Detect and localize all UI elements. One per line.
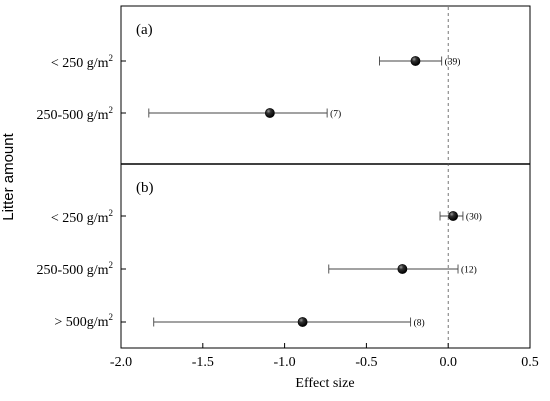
panel-a-label: (a) [136, 22, 153, 38]
x-tick-label: -2.0 [110, 355, 132, 370]
x-axis: -2.0 -1.5 -1.0 -0.5 0.0 0.5 [110, 343, 539, 370]
panel-b-label: (b) [136, 180, 154, 196]
data-row: (39) [379, 56, 461, 68]
x-tick-label: -1.0 [274, 355, 296, 370]
data-row: (12) [328, 264, 477, 276]
mean-point [264, 108, 275, 118]
y-label-b-1: 250-500 g/m2 [37, 260, 113, 278]
sample-size-label: (30) [466, 212, 482, 223]
y-label-a-1: 250-500 g/m2 [37, 105, 113, 123]
x-tick-label: 0.5 [521, 355, 539, 370]
panel-a-frame [120, 5, 531, 165]
mean-point [397, 264, 408, 274]
y-axis-title: Litter amount [0, 132, 17, 220]
x-axis-title: Effect size [295, 376, 354, 391]
y-label-b-2: > 500g/m2 [54, 312, 113, 330]
panel-b-frame [120, 163, 531, 349]
x-tick-label: -0.5 [355, 355, 377, 370]
mean-point [410, 56, 421, 66]
sample-size-label: (12) [461, 265, 477, 276]
mean-point [448, 211, 459, 221]
sample-size-label: (7) [330, 109, 341, 120]
data-row: (7) [148, 108, 341, 120]
sample-size-label: (39) [445, 57, 461, 68]
data-row: (30) [439, 211, 482, 223]
y-label-b-0: < 250 g/m2 [51, 208, 113, 226]
data-row: (8) [153, 317, 425, 329]
y-label-a-0: < 250 g/m2 [51, 53, 113, 71]
mean-point [297, 317, 308, 327]
sample-size-label: (8) [414, 318, 425, 329]
x-tick-label: -1.5 [192, 355, 214, 370]
x-tick-label: 0.0 [439, 355, 457, 370]
plot-marks: (39) (7) (30) (12) (8) [148, 56, 482, 329]
